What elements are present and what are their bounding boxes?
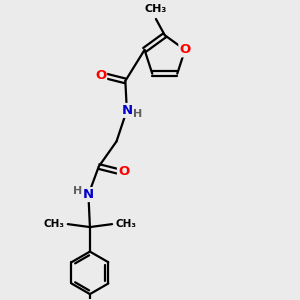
Text: N: N — [83, 188, 94, 201]
Text: CH₃: CH₃ — [145, 4, 167, 14]
Text: H: H — [73, 186, 82, 196]
Text: CH₃: CH₃ — [43, 219, 64, 229]
Text: H: H — [134, 109, 143, 119]
Text: CH₃: CH₃ — [116, 219, 136, 229]
Text: O: O — [118, 165, 129, 178]
Text: O: O — [179, 44, 191, 56]
Text: O: O — [95, 69, 106, 82]
Text: N: N — [121, 104, 132, 117]
